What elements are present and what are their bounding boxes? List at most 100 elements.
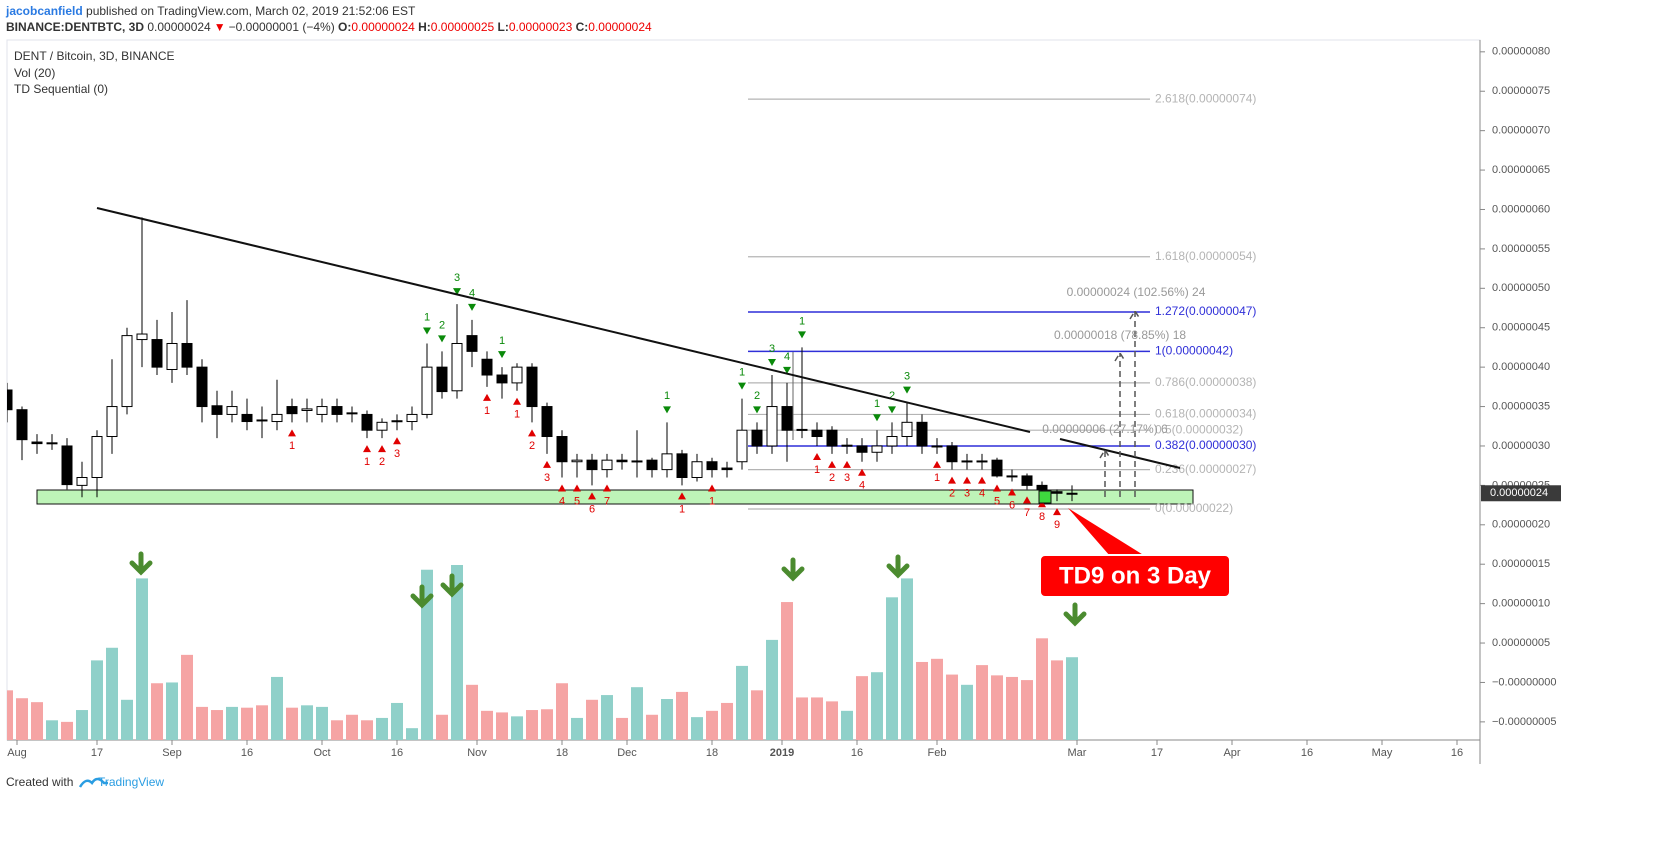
volume-bar	[346, 714, 358, 740]
td-label: 1	[364, 456, 370, 468]
candle-body	[316, 406, 328, 415]
candle-body	[481, 358, 493, 376]
td-marker	[1053, 508, 1061, 516]
legend-vol: Vol (20)	[14, 66, 55, 80]
candle-body	[406, 413, 418, 423]
measure-label: 0.00000018 (78.85%) 18	[1054, 328, 1186, 342]
td-marker	[363, 445, 371, 453]
callout-box	[1039, 554, 1231, 598]
c-label: C:	[572, 20, 588, 34]
td-marker	[603, 484, 611, 492]
td-marker	[468, 303, 476, 311]
c: 0.00000024	[588, 20, 652, 34]
candle-body	[121, 335, 133, 408]
volume-bar	[1006, 676, 1018, 740]
candle-body	[961, 460, 973, 463]
volume-bar	[136, 578, 148, 740]
volume-bar	[301, 705, 313, 740]
td-marker	[498, 351, 506, 359]
author[interactable]: jacobcanfield	[5, 4, 83, 18]
volume-bar	[886, 597, 898, 740]
td-label: 6	[589, 503, 595, 515]
y-tick-label: 0.00000030	[1492, 440, 1550, 452]
candle-body	[826, 429, 838, 447]
x-tick-label: 16	[1451, 747, 1463, 759]
td-marker	[423, 327, 431, 335]
volume-bar	[466, 684, 478, 740]
volume-bar	[721, 702, 733, 740]
l: 0.00000023	[509, 20, 573, 34]
td-marker	[843, 460, 851, 468]
td-marker	[1008, 488, 1016, 496]
footer-created: Created with	[6, 775, 73, 789]
td-label: 3	[964, 488, 970, 500]
candle-body	[526, 366, 538, 408]
volume-bar	[16, 698, 28, 740]
candle-body	[586, 459, 598, 471]
td-marker	[438, 335, 446, 343]
td-marker	[798, 331, 806, 339]
candle-body	[376, 421, 388, 431]
header-line-2: BINANCE:DENTBTC, 3D 0.00000024 ▼ −0.000000…	[6, 20, 652, 34]
header-line-1: jacobcanfield published on TradingView.c…	[5, 4, 416, 18]
td-label: 9	[1054, 519, 1060, 531]
td-marker	[393, 437, 401, 445]
candle-body	[466, 335, 478, 352]
candle-body	[61, 445, 73, 486]
volume-bar	[181, 654, 193, 740]
candle-body	[976, 460, 988, 463]
volume-bar	[436, 714, 448, 740]
candle-body	[361, 413, 373, 431]
published: published on TradingView.com, March 02, …	[83, 4, 416, 18]
td-marker	[888, 406, 896, 414]
x-tick-label: 16	[1301, 747, 1313, 759]
td-marker	[903, 386, 911, 394]
volume-bar	[841, 710, 853, 740]
candle-body	[751, 429, 763, 447]
footer-brand[interactable]: TradingView	[98, 775, 164, 789]
volume-bar	[976, 665, 988, 740]
td-label: 1	[484, 405, 490, 417]
candle-body	[256, 419, 268, 422]
td-label: 3	[844, 472, 850, 484]
td-marker	[528, 429, 536, 437]
measure-label: 0.00000024 (102.56%) 24	[1067, 285, 1206, 299]
td-label: 1	[664, 390, 670, 402]
x-tick-label: 17	[1151, 747, 1163, 759]
td-label: 4	[979, 488, 985, 500]
fib-label: 0.236(0.00000027)	[1155, 462, 1256, 476]
volume-bar	[661, 699, 673, 740]
candle-body	[1036, 484, 1048, 490]
support-zone	[36, 489, 1194, 505]
h: 0.00000025	[431, 20, 495, 34]
x-tick-label: 16	[241, 747, 253, 759]
td-marker	[963, 476, 971, 484]
y-tick-label: 0.00000060	[1492, 203, 1550, 215]
td-marker	[873, 414, 881, 422]
legend-main: DENT / Bitcoin, 3D, BINANCE	[14, 49, 175, 63]
candle-body	[31, 441, 43, 445]
td-label: 2	[439, 319, 445, 331]
volume-bar	[331, 720, 343, 740]
td-marker	[858, 468, 866, 476]
candle-body	[136, 333, 148, 341]
h-label: H:	[415, 20, 431, 34]
plot-frame	[6, 39, 1481, 741]
td-label: 7	[1024, 507, 1030, 519]
volume-bar	[61, 721, 73, 740]
volume-bar	[901, 578, 913, 740]
fib-label: 0(0.00000022)	[1155, 501, 1233, 515]
volume-bar	[406, 728, 418, 740]
volume-bar	[241, 707, 253, 740]
volume-arrow	[784, 560, 802, 578]
td-marker	[1023, 496, 1031, 504]
td-label: 3	[904, 371, 910, 383]
volume-bar	[1051, 660, 1063, 740]
volume-bar	[616, 717, 628, 740]
td-label: 3	[544, 472, 550, 484]
x-tick-label: 16	[851, 747, 863, 759]
volume-bar	[586, 699, 598, 740]
volume-bar	[106, 647, 118, 740]
